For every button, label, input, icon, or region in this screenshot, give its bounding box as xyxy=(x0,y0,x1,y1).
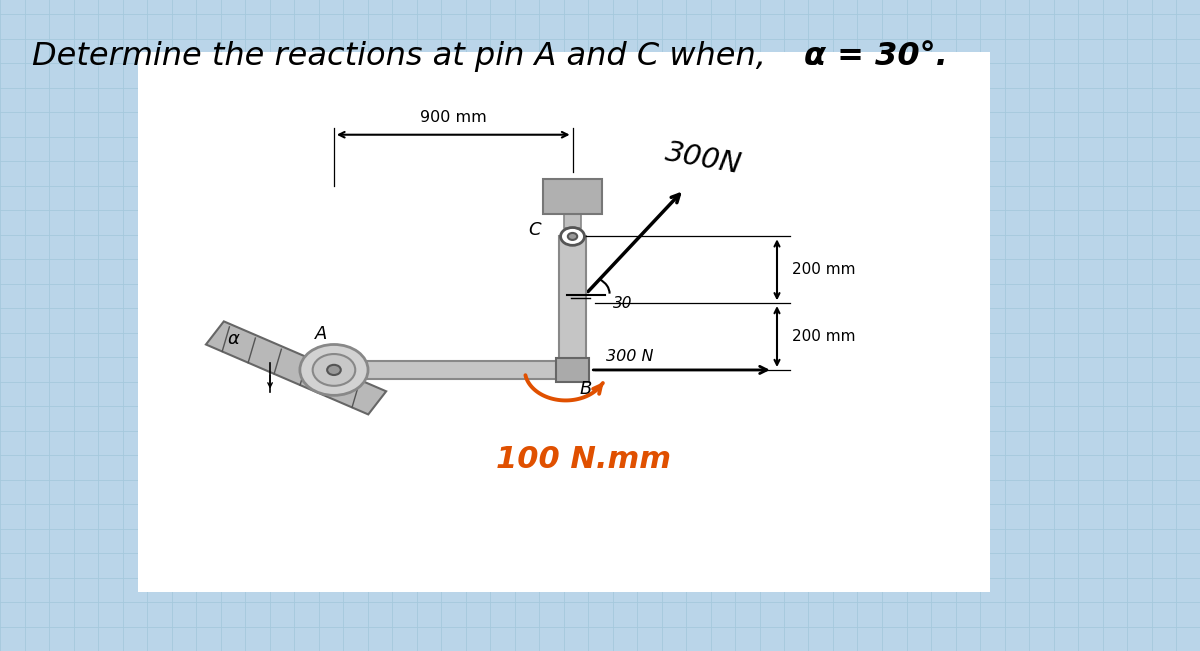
Text: 200 mm: 200 mm xyxy=(792,329,856,344)
Bar xyxy=(542,178,602,214)
Circle shape xyxy=(300,344,368,395)
Text: 300 N: 300 N xyxy=(606,349,653,364)
Text: $\alpha$: $\alpha$ xyxy=(228,330,241,348)
Bar xyxy=(564,214,581,228)
Text: 100 N.mm: 100 N.mm xyxy=(496,445,671,475)
Text: C: C xyxy=(528,221,541,239)
Bar xyxy=(355,361,586,379)
Polygon shape xyxy=(206,322,386,415)
Circle shape xyxy=(313,354,355,386)
Circle shape xyxy=(328,365,341,375)
Circle shape xyxy=(560,228,584,245)
Text: 900 mm: 900 mm xyxy=(420,110,487,125)
Bar xyxy=(559,236,586,379)
Text: A: A xyxy=(316,326,328,344)
Text: Determine the reactions at pin A and C when,: Determine the reactions at pin A and C w… xyxy=(32,41,776,72)
Circle shape xyxy=(568,233,577,240)
Text: 30: 30 xyxy=(613,296,632,311)
Bar xyxy=(557,358,589,382)
Text: 300N: 300N xyxy=(662,139,744,180)
Bar xyxy=(138,52,990,592)
Text: B: B xyxy=(580,380,592,398)
Text: α = 30°.: α = 30°. xyxy=(804,41,948,72)
Text: 200 mm: 200 mm xyxy=(792,262,856,277)
